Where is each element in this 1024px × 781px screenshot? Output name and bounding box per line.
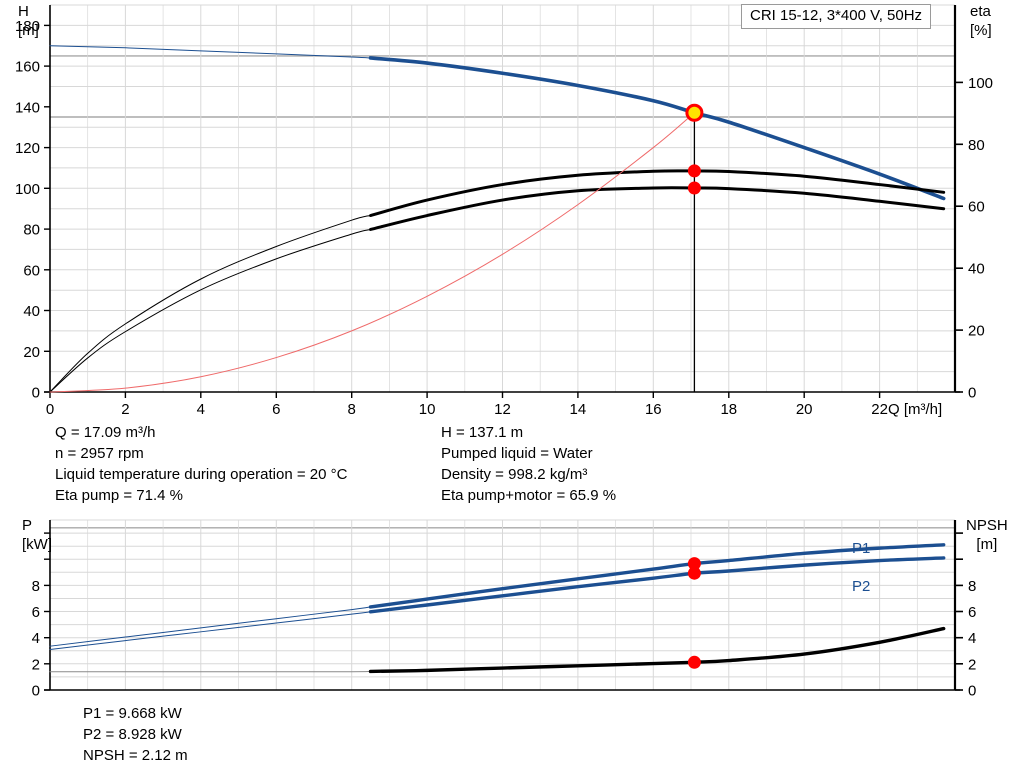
top-right-tick: 0 — [968, 385, 976, 402]
bottom-left-axis-title: P [kW] — [22, 516, 52, 554]
top-x-tick: 4 — [197, 401, 205, 418]
curve-eta-pump — [369, 169, 946, 218]
bottom-left-axis-unit: [kW] — [22, 536, 52, 553]
top-x-tick: 20 — [796, 401, 813, 418]
info-left-1: n = 2957 rpm — [55, 445, 144, 462]
bottom-right-axis-name: NPSH — [966, 517, 1008, 534]
bottom-right-tick: 6 — [968, 604, 976, 621]
curve-p1 — [368, 543, 946, 609]
duty-marker-eta-pump-motor — [687, 181, 701, 195]
top-x-tick: 18 — [720, 401, 737, 418]
top-x-tick: 0 — [46, 401, 54, 418]
bottom-right-tick: 0 — [968, 683, 976, 700]
curve-eta-pump-motor — [369, 186, 946, 231]
top-left-tick: 160 — [15, 59, 40, 76]
top-right-axis-unit: [%] — [970, 22, 992, 39]
top-x-tick: 2 — [121, 401, 129, 418]
top-left-tick: 0 — [32, 385, 40, 402]
top-x-tick: 6 — [272, 401, 280, 418]
duty-marker-npsh — [687, 655, 701, 669]
top-x-tick: 16 — [645, 401, 662, 418]
top-x-tick: 14 — [570, 401, 587, 418]
curve-p2 — [49, 611, 372, 650]
top-left-tick: 40 — [23, 303, 40, 320]
bottom-left-tick: 8 — [32, 578, 40, 595]
top-left-tick: 140 — [15, 99, 40, 116]
top-right-tick: 80 — [968, 137, 985, 154]
duty-info-left: Q = 17.09 m³/h n = 2957 rpm Liquid tempe… — [55, 422, 347, 506]
power-info: P1 = 9.668 kW P2 = 8.928 kW NPSH = 2.12 … — [83, 703, 188, 766]
top-x-tick: 22 — [871, 401, 888, 418]
info-left-0: Q = 17.09 m³/h — [55, 424, 156, 441]
duty-marker-eta-pump — [687, 164, 701, 178]
bottom-chart-axes — [44, 520, 960, 691]
duty-marker-p1 — [687, 557, 701, 571]
top-x-tick: 10 — [419, 401, 436, 418]
top-left-axis-name: H — [18, 3, 29, 20]
top-x-tick: 12 — [494, 401, 511, 418]
pump-model-title-box: CRI 15-12, 3*400 V, 50Hz — [741, 4, 932, 29]
top-left-tick: 20 — [23, 344, 40, 361]
curve-eta-pump — [49, 215, 372, 393]
top-left-tick: 100 — [15, 181, 40, 198]
bottom-right-tick: 4 — [968, 630, 976, 647]
curve-p2 — [368, 556, 946, 614]
curve-system-curve — [49, 112, 695, 393]
top-left-axis-unit: [m] — [18, 22, 39, 39]
curve-p1 — [49, 606, 372, 647]
info-right-0: H = 137.1 m — [441, 424, 524, 441]
power-npsh-chart: 0 2 4 6 8 0 2 4 6 8 P1 P2 — [32, 519, 976, 700]
info-bottom-2: NPSH = 2.12 m — [83, 747, 188, 764]
p2-curve-label: P2 — [852, 578, 870, 595]
top-x-tick: 8 — [348, 401, 356, 418]
top-left-tick: 180 — [15, 18, 40, 35]
duty-marker-p2 — [687, 566, 701, 580]
info-left-2: Liquid temperature during operation = 20… — [55, 466, 348, 483]
top-chart-grid — [49, 4, 956, 393]
bottom-left-tick: 2 — [32, 656, 40, 673]
info-right-1: Pumped liquid = Water — [441, 445, 593, 462]
bottom-right-axis-unit: [m] — [976, 536, 998, 553]
bottom-right-tick: 8 — [968, 578, 976, 595]
top-left-axis-title: H [m] — [18, 2, 39, 40]
bottom-right-tick: 2 — [968, 656, 976, 673]
info-bottom-0: P1 = 9.668 kW — [83, 705, 182, 722]
info-right-2: Density = 998.2 kg/m³ — [441, 466, 588, 483]
p1-curve-label: P1 — [852, 540, 870, 557]
bottom-left-tick: 4 — [32, 630, 40, 647]
duty-info-right: H = 137.1 m Pumped liquid = Water Densit… — [441, 422, 616, 506]
top-right-axis-name: eta — [970, 3, 991, 20]
top-right-tick: 60 — [968, 199, 985, 216]
top-chart-ticks: 0 20 40 60 80 100 120 140 160 180 0 20 40 60 80 100 0 2 4 6… — [15, 18, 993, 418]
top-right-axis-title: eta [%] — [970, 2, 992, 40]
top-chart-curves — [49, 45, 946, 393]
top-right-tick: 100 — [968, 75, 993, 92]
curve-eta-pump-motor — [49, 228, 372, 393]
curve-h-head- — [49, 45, 372, 59]
info-right-3: Eta pump+motor = 65.9 % — [441, 487, 617, 504]
top-left-tick: 120 — [15, 140, 40, 157]
head-eta-chart: 0 20 40 60 80 100 120 140 160 180 0 20 40 60 80 100 0 2 4 6… — [15, 4, 993, 418]
curve-h-head- — [368, 56, 946, 201]
bottom-left-tick: 0 — [32, 683, 40, 700]
bottom-chart-curves — [49, 543, 946, 674]
bottom-left-axis-name: P — [22, 517, 33, 534]
top-left-tick: 80 — [23, 222, 40, 239]
top-x-axis-title: Q [m³/h] — [888, 401, 942, 418]
info-bottom-1: P2 = 8.928 kW — [83, 726, 182, 743]
top-right-tick: 20 — [968, 323, 985, 340]
bottom-chart-grid — [49, 519, 956, 691]
bottom-left-tick: 6 — [32, 604, 40, 621]
bottom-right-axis-title: NPSH [m] — [966, 516, 1008, 554]
info-left-3: Eta pump = 71.4 % — [55, 487, 183, 504]
top-left-tick: 60 — [23, 262, 40, 279]
duty-point-marker — [685, 103, 704, 122]
pump-model-label: CRI 15-12, 3*400 V, 50Hz — [750, 7, 923, 24]
top-right-tick: 40 — [968, 261, 985, 278]
curve-npsh — [368, 626, 946, 674]
bottom-chart-ticks: 0 2 4 6 8 0 2 4 6 8 — [32, 532, 976, 700]
